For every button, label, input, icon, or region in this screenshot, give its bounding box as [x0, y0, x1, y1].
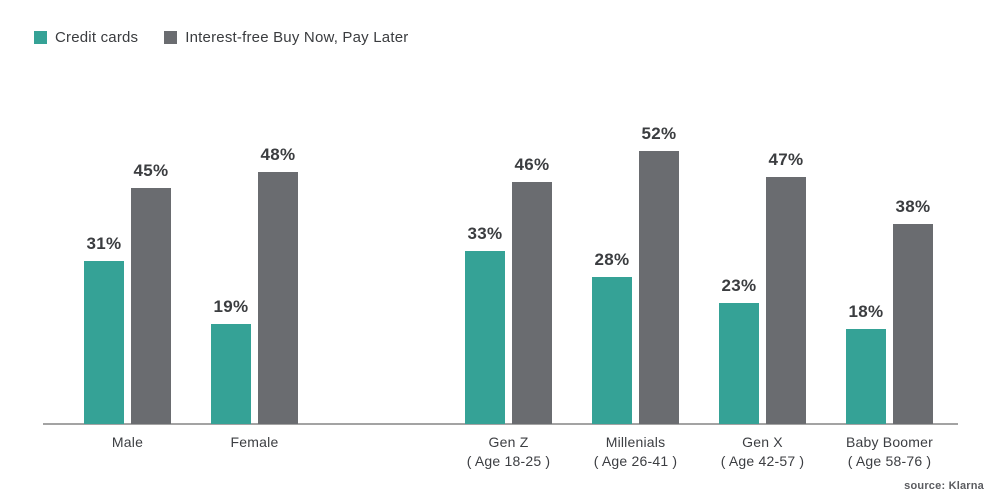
x-axis-label-line2: ( Age 58-76 ): [847, 452, 932, 469]
value-label-baby-boomer-credit-cards: 18%: [848, 302, 884, 321]
x-axis-label-millenials: Millenials ( Age 26-41 ): [566, 433, 706, 471]
x-axis-label-line1: Male: [111, 434, 144, 450]
x-axis-label-female: Female: [185, 433, 325, 452]
bar-female-credit-cards: [211, 324, 251, 424]
x-axis-label-baby-boomer: Baby Boomer ( Age 58-76 ): [820, 433, 960, 471]
legend-item-credit-cards: Credit cards: [34, 29, 138, 46]
legend-label-bnpl: Interest-free Buy Now, Pay Later: [185, 29, 409, 46]
x-axis-label-gen-z: Gen Z ( Age 18-25 ): [439, 433, 579, 471]
x-axis-label-line1: Gen X: [742, 434, 783, 450]
value-label-gen-x-interest-free-buy-now-pay-later: 47%: [768, 150, 804, 169]
source-credit: source: Klarna: [904, 480, 984, 492]
x-axis-label-gen-x: Gen X ( Age 42-57 ): [693, 433, 833, 471]
bar-gen-x-interest-free-buy-now-pay-later: [766, 177, 806, 424]
legend-label-credit-cards: Credit cards: [55, 29, 139, 46]
bar-gen-z-credit-cards: [465, 251, 505, 424]
x-axis-label-line2: ( Age 18-25 ): [466, 452, 551, 469]
bar-male-credit-cards: [84, 261, 124, 424]
bar-millenials-credit-cards: [592, 277, 632, 424]
bar-gen-z-interest-free-buy-now-pay-later: [512, 182, 552, 424]
value-label-female-credit-cards: 19%: [213, 297, 249, 316]
value-label-gen-x-credit-cards: 23%: [721, 276, 757, 295]
value-label-male-credit-cards: 31%: [86, 234, 122, 253]
bar-baby-boomer-interest-free-buy-now-pay-later: [893, 224, 933, 424]
x-axis-label-line2: ( Age 26-41 ): [593, 452, 678, 469]
bar-baby-boomer-credit-cards: [846, 329, 886, 424]
value-label-female-interest-free-buy-now-pay-later: 48%: [260, 145, 296, 164]
value-label-male-interest-free-buy-now-pay-later: 45%: [133, 161, 169, 180]
x-axis-label-line2: ( Age 42-57 ): [720, 452, 805, 469]
value-label-millenials-interest-free-buy-now-pay-later: 52%: [641, 124, 677, 143]
x-axis-label-male: Male: [58, 433, 198, 452]
x-axis-label-line1: Female: [230, 434, 279, 450]
x-axis-label-line1: Millenials: [605, 434, 666, 450]
bar-millenials-interest-free-buy-now-pay-later: [639, 151, 679, 424]
value-label-gen-z-credit-cards: 33%: [467, 224, 503, 243]
value-label-gen-z-interest-free-buy-now-pay-later: 46%: [514, 155, 550, 174]
bar-female-interest-free-buy-now-pay-later: [258, 172, 298, 424]
bar-gen-x-credit-cards: [719, 303, 759, 424]
value-label-baby-boomer-interest-free-buy-now-pay-later: 38%: [895, 197, 931, 216]
x-axis-label-line1: Baby Boomer: [845, 434, 934, 450]
x-axis-label-line1: Gen Z: [488, 434, 529, 450]
legend-swatch-credit-cards-icon: [34, 31, 47, 44]
legend-swatch-bnpl-icon: [164, 31, 178, 44]
legend-item-bnpl: Interest-free Buy Now, Pay Later: [164, 29, 408, 46]
bar-male-interest-free-buy-now-pay-later: [131, 188, 171, 424]
legend: Credit cards Interest-free Buy Now, Pay …: [34, 29, 408, 46]
value-label-millenials-credit-cards: 28%: [594, 250, 630, 269]
